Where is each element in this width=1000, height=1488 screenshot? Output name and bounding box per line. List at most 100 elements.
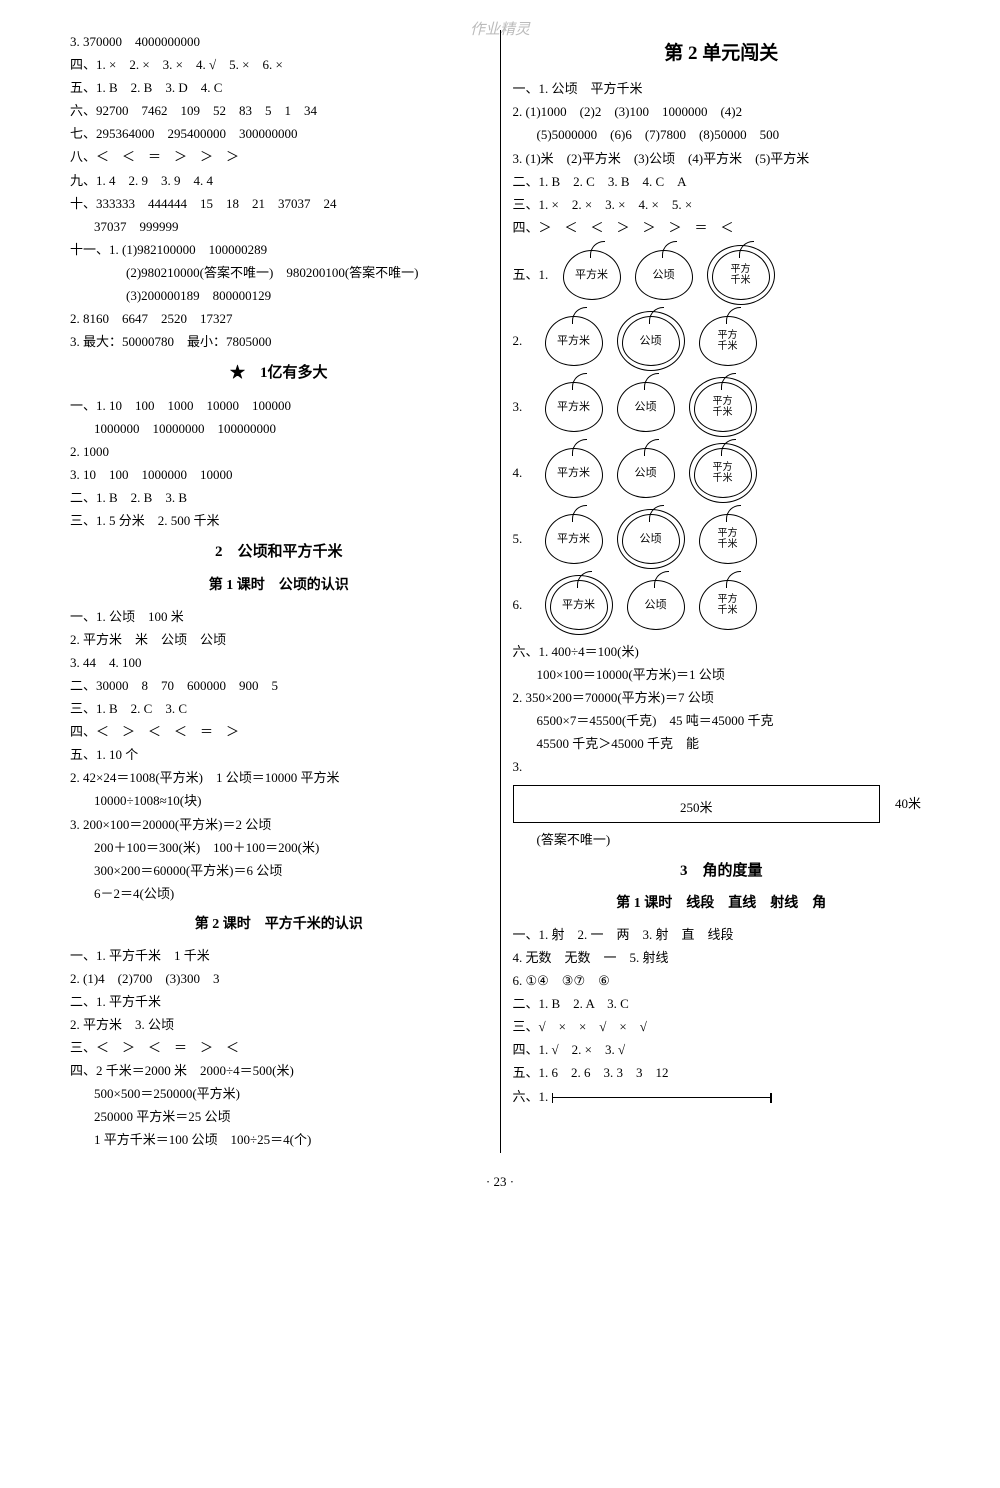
apple-option: 公顷 — [617, 382, 675, 432]
text: 二、1. B 2. B 3. B — [70, 487, 488, 509]
apple-option: 平方米 — [545, 316, 603, 366]
text: 六、92700 7462 109 52 83 5 1 34 — [70, 100, 488, 122]
heading: 3 角的度量 — [513, 859, 931, 885]
apple-option: 平方米 — [545, 514, 603, 564]
apple-option: 公顷 — [617, 448, 675, 498]
text: 2. 平方米 米 公顷 公顷 — [70, 629, 488, 651]
apple-icon: 平方千米 — [712, 250, 770, 300]
apple-icon: 平方千米 — [699, 514, 757, 564]
text: 3. 200×100＝20000(平方米)＝2 公顷 — [70, 814, 488, 836]
apple-icon: 平方米 — [563, 250, 621, 300]
subheading: 第 1 课时 线段 直线 射线 角 — [513, 892, 931, 916]
text: 一、1. 10 100 1000 10000 100000 — [70, 395, 488, 417]
subheading: 第 1 课时 公顷的认识 — [70, 574, 488, 598]
apple-rows: 五、1.平方米公顷平方千米2.平方米公顷平方千米3.平方米公顷平方千米4.平方米… — [513, 245, 931, 635]
text: 2. (1)4 (2)700 (3)300 3 — [70, 968, 488, 990]
subheading: 第 2 课时 平方千米的认识 — [70, 913, 488, 937]
row-number: 6. — [513, 594, 531, 616]
row-number: 3. — [513, 396, 531, 418]
text: 2. (1)1000 (2)2 (3)100 1000000 (4)2 — [513, 101, 931, 123]
text: 500×500＝250000(平方米) — [70, 1083, 488, 1105]
text: 2. 平方米 3. 公顷 — [70, 1014, 488, 1036]
heading: 第 2 单元闯关 — [513, 38, 931, 70]
apple-icon: 平方米 — [545, 448, 603, 498]
text: 10000÷1008≈10(块) — [70, 790, 488, 812]
left-column: 3. 370000 4000000000 四、1. × 2. × 3. × 4.… — [70, 30, 500, 1153]
text: 200＋100＝300(米) 100＋100＝200(米) — [70, 837, 488, 859]
apple-option: 平方千米 — [699, 580, 757, 630]
line-segment-icon — [552, 1097, 772, 1098]
row-number: 4. — [513, 462, 531, 484]
rectangle-diagram: 250米 40米 — [513, 785, 881, 823]
text: 一、1. 平方千米 1 千米 — [70, 945, 488, 967]
apple-icon: 公顷 — [622, 316, 680, 366]
apple-option: 平方米 — [545, 382, 603, 432]
apple-icon: 平方千米 — [694, 382, 752, 432]
text: 3. 10 100 1000000 10000 — [70, 464, 488, 486]
text: 二、1. B 2. C 3. B 4. C A — [513, 171, 931, 193]
apple-icon: 平方米 — [550, 580, 608, 630]
text: 四、1. √ 2. × 3. √ — [513, 1039, 931, 1061]
apple-icon: 公顷 — [622, 514, 680, 564]
text: 三、1. B 2. C 3. C — [70, 698, 488, 720]
apple-option: 平方米 — [545, 575, 613, 635]
text: 6. ①④ ③⑦ ⑥ — [513, 970, 931, 992]
text: 三、√ × × √ × √ — [513, 1016, 931, 1038]
row-number: 5. — [513, 528, 531, 550]
heading: ★ 1亿有多大 — [70, 361, 488, 387]
text: 6－2＝4(公顷) — [70, 883, 488, 905]
text: 三、＜ ＞ ＜ ＝ ＞ ＜ — [70, 1037, 488, 1059]
text: 6500×7＝45500(千克) 45 吨＝45000 千克 — [513, 710, 931, 732]
apple-option: 公顷 — [635, 250, 693, 300]
apple-option: 平方千米 — [699, 514, 757, 564]
apple-icon: 平方千米 — [699, 316, 757, 366]
right-column: 第 2 单元闯关 一、1. 公顷 平方千米 2. (1)1000 (2)2 (3… — [500, 30, 931, 1153]
text: 四、2 千米＝2000 米 2000÷4＝500(米) — [70, 1060, 488, 1082]
text: 二、1. B 2. A 3. C — [513, 993, 931, 1015]
apple-option: 公顷 — [627, 580, 685, 630]
apple-icon: 平方米 — [545, 382, 603, 432]
text: (5)5000000 (6)6 (7)7800 (8)50000 500 — [513, 124, 931, 146]
text: 九、1. 4 2. 9 3. 9 4. 4 — [70, 170, 488, 192]
text: 一、1. 公顷 100 米 — [70, 606, 488, 628]
apple-icon: 平方千米 — [699, 580, 757, 630]
text: 四、＜ ＞ ＜ ＜ ＝ ＞ — [70, 721, 488, 743]
text: 2. 8160 6647 2520 17327 — [70, 308, 488, 330]
text: 2. 350×200＝70000(平方米)＝7 公顷 — [513, 687, 931, 709]
text: 300×200＝60000(平方米)＝6 公顷 — [70, 860, 488, 882]
text: (2)980210000(答案不唯一) 980200100(答案不唯一) — [70, 262, 488, 284]
rect-bottom-label: 250米 — [680, 797, 713, 819]
text: (3)200000189 800000129 — [70, 285, 488, 307]
text: 一、1. 公顷 平方千米 — [513, 78, 931, 100]
text: 六、1. 400÷4＝100(米) — [513, 641, 931, 663]
text: 四、＞ ＜ ＜ ＞ ＞ ＞ ＝ ＜ — [513, 217, 931, 239]
apple-option: 平方千米 — [699, 316, 757, 366]
text: 五、1. 10 个 — [70, 744, 488, 766]
text: 4. 无数 无数 一 5. 射线 — [513, 947, 931, 969]
text: 3. 370000 4000000000 — [70, 31, 488, 53]
text: 37037 999999 — [70, 216, 488, 238]
apple-option: 公顷 — [617, 311, 685, 371]
text: 八、＜ ＜ ＝ ＞ ＞ ＞ — [70, 146, 488, 168]
heading: 2 公顷和平方千米 — [70, 540, 488, 566]
text: 三、1. × 2. × 3. × 4. × 5. × — [513, 194, 931, 216]
row-number: 2. — [513, 330, 531, 352]
rect-right-label: 40米 — [895, 792, 921, 814]
text: 250000 平方米＝25 公顷 — [70, 1106, 488, 1128]
text: 一、1. 射 2. 一 两 3. 射 直 线段 — [513, 924, 931, 946]
text: 2. 1000 — [70, 441, 488, 463]
text: 1000000 10000000 100000000 — [70, 418, 488, 440]
apple-icon: 平方米 — [545, 514, 603, 564]
apple-icon: 公顷 — [627, 580, 685, 630]
apple-icon: 公顷 — [617, 382, 675, 432]
text: 2. 42×24＝1008(平方米) 1 公顷＝10000 平方米 — [70, 767, 488, 789]
apple-icon: 平方米 — [545, 316, 603, 366]
text: 十一、1. (1)982100000 100000289 — [70, 239, 488, 261]
apple-option: 平方千米 — [689, 377, 757, 437]
page-number: · 23 · — [70, 1171, 930, 1193]
apple-icon: 公顷 — [617, 448, 675, 498]
text: 3. 44 4. 100 — [70, 652, 488, 674]
text: 1 平方千米＝100 公顷 100÷25＝4(个) — [70, 1129, 488, 1151]
text: 三、1. 5 分米 2. 500 千米 — [70, 510, 488, 532]
text: 五、1. B 2. B 3. D 4. C — [70, 77, 488, 99]
